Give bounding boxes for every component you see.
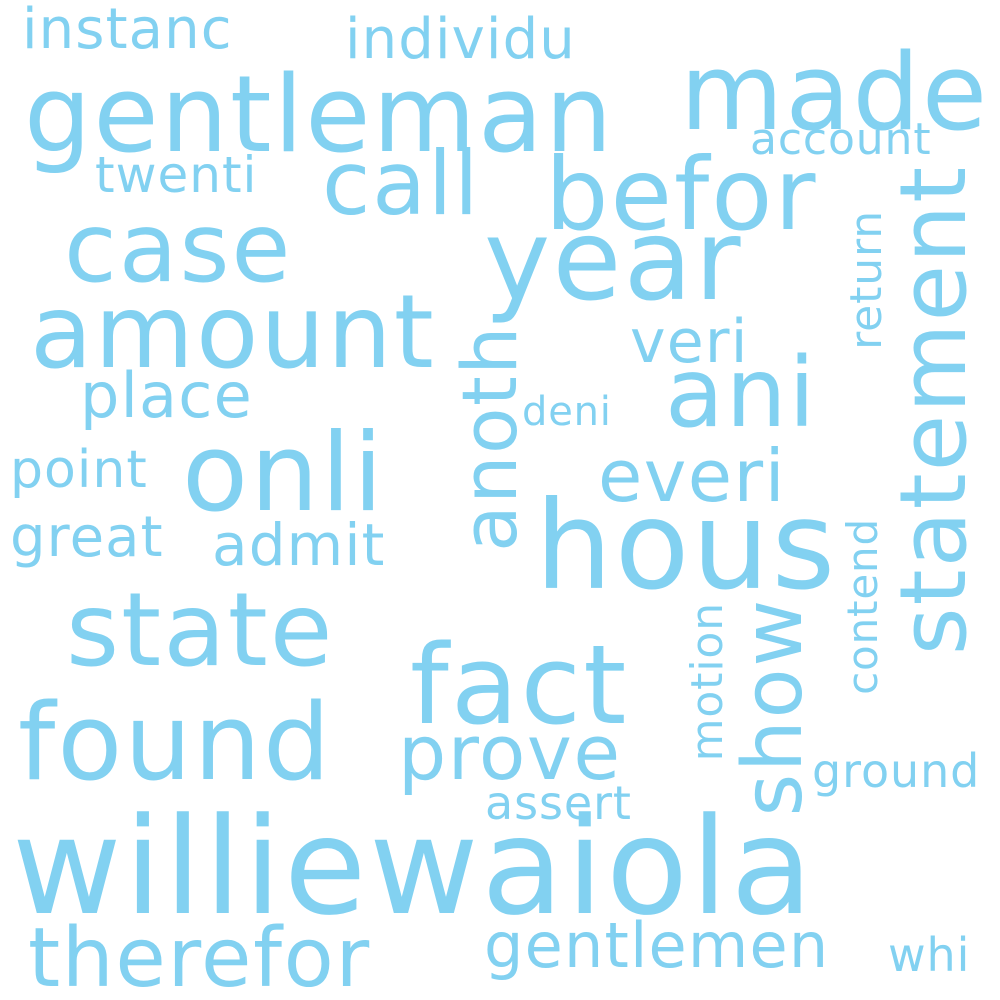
word-state: state bbox=[66, 571, 335, 690]
word-call: call bbox=[322, 132, 481, 235]
word-hous: hous bbox=[535, 475, 838, 617]
word-individu: individu bbox=[345, 7, 576, 72]
word-therefor: therefor bbox=[28, 911, 371, 1000]
word-return: return bbox=[841, 210, 892, 350]
word-contend: contend bbox=[838, 518, 887, 695]
word-amount: amount bbox=[30, 273, 436, 392]
word-case: case bbox=[64, 192, 293, 304]
word-statement: statement bbox=[880, 165, 987, 656]
word-year: year bbox=[484, 196, 743, 326]
word-admit: admit bbox=[212, 511, 386, 579]
word-fact: fact bbox=[410, 621, 629, 749]
word-whi: whi bbox=[888, 928, 971, 982]
word-instanc: instanc bbox=[22, 0, 233, 62]
word-point: point bbox=[10, 440, 148, 500]
word-befor: befor bbox=[545, 136, 818, 253]
word-gentleman: gentleman bbox=[24, 53, 615, 176]
word-motion: motion bbox=[682, 602, 733, 762]
word-gentlemen: gentlemen bbox=[484, 909, 830, 982]
word-anoth: anoth bbox=[445, 325, 534, 552]
word-assert: assert bbox=[485, 776, 632, 830]
word-onli: onli bbox=[182, 411, 386, 536]
word-account: account bbox=[750, 114, 932, 165]
word-veri: veri bbox=[630, 307, 749, 377]
word-williewaiola: williewaiola bbox=[12, 789, 816, 945]
word-found: found bbox=[18, 681, 333, 804]
word-prove: prove bbox=[398, 708, 622, 797]
word-show: show bbox=[726, 598, 821, 817]
word-place: place bbox=[80, 359, 254, 432]
word-everi: everi bbox=[598, 434, 787, 518]
word-ani: ani bbox=[665, 337, 818, 449]
word-twenti: twenti bbox=[95, 146, 258, 204]
word-ground: ground bbox=[812, 744, 981, 798]
word-great: great bbox=[10, 505, 164, 570]
word-made: made bbox=[680, 31, 990, 154]
word-deni: deni bbox=[522, 389, 612, 435]
